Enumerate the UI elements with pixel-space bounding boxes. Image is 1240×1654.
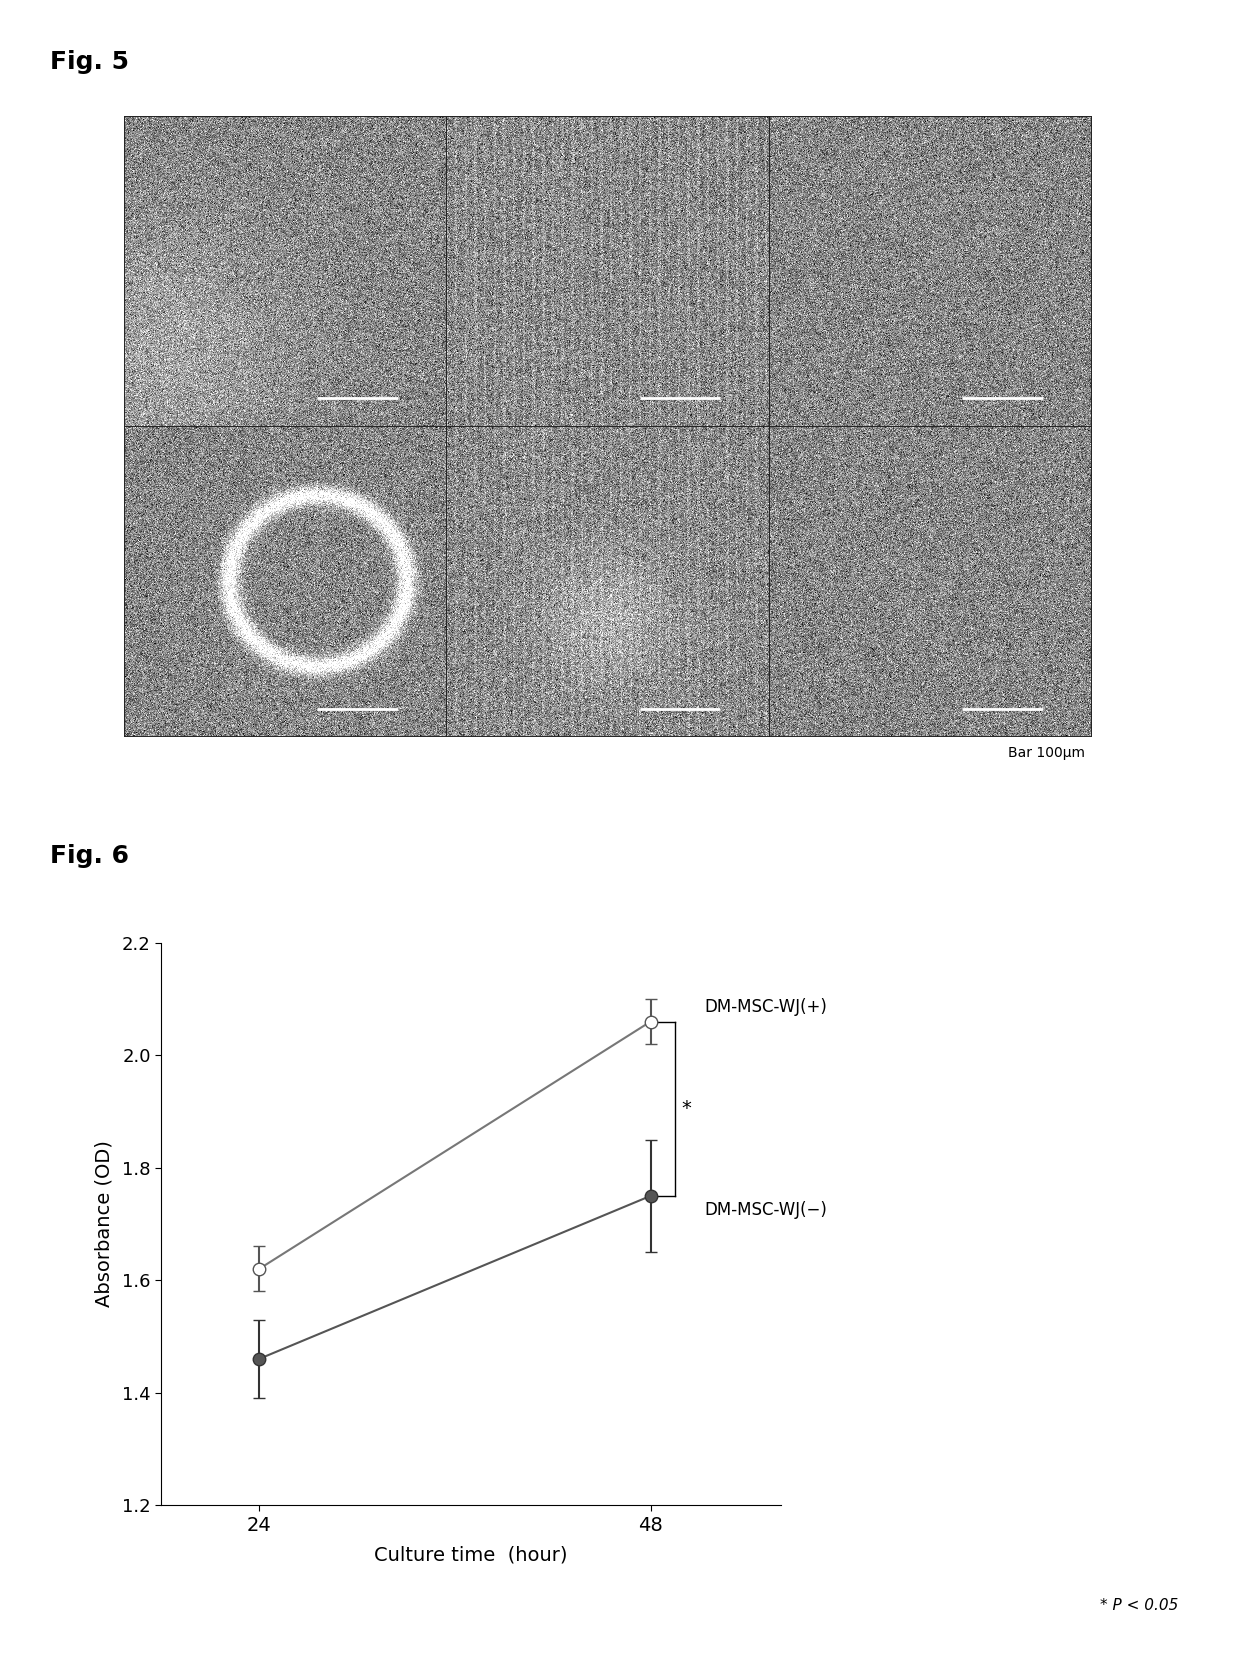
- Text: Bar 100μm: Bar 100μm: [1008, 746, 1085, 759]
- Text: *: *: [682, 1100, 692, 1118]
- Text: DM-MSC-WJ(+): DM-MSC-WJ(+): [704, 997, 827, 1016]
- Text: Fig. 6: Fig. 6: [50, 844, 129, 868]
- X-axis label: Culture time  (hour): Culture time (hour): [374, 1546, 568, 1565]
- Text: * P < 0.05: * P < 0.05: [1100, 1598, 1178, 1613]
- Text: DM-MSC-WJ(−): DM-MSC-WJ(−): [704, 1201, 827, 1219]
- Text: Fig. 5: Fig. 5: [50, 50, 129, 74]
- Y-axis label: Absorbance (OD): Absorbance (OD): [94, 1141, 114, 1307]
